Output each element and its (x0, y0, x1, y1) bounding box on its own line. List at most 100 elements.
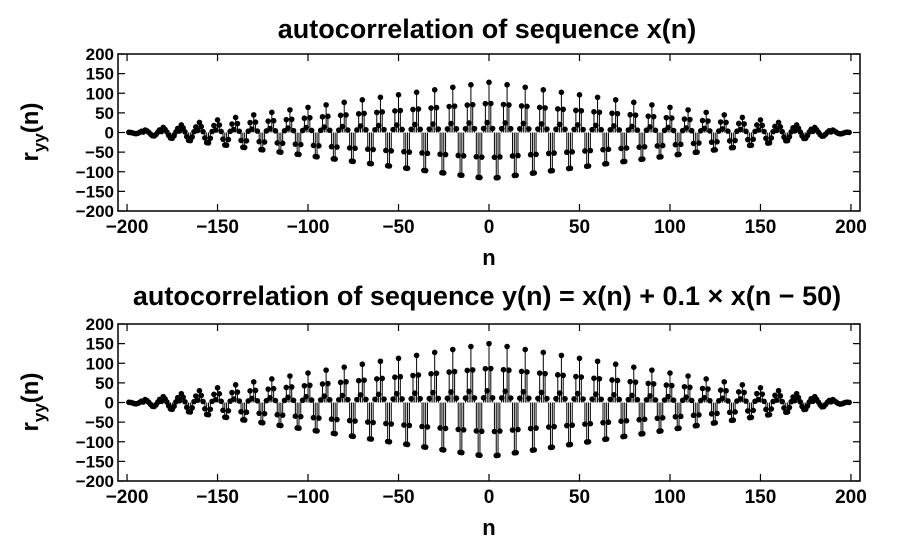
stem-marker (259, 420, 266, 426)
stem-point (459, 402, 465, 456)
stem-marker (663, 382, 670, 388)
stem-point (305, 370, 311, 403)
stem-point (319, 113, 326, 133)
stem-point (279, 402, 286, 418)
stem-marker (395, 92, 402, 98)
stem-point (243, 132, 250, 144)
stem-point (609, 110, 615, 133)
stem-point (410, 106, 416, 133)
stem-marker (777, 393, 784, 399)
stem-marker (243, 137, 250, 144)
stem-point (667, 370, 673, 403)
stem-marker (694, 422, 700, 429)
stem-marker (308, 127, 315, 134)
stem-point (424, 402, 431, 430)
stem-marker (772, 392, 778, 399)
stem-marker (272, 397, 279, 404)
stem-marker (623, 417, 630, 424)
y-tick-label: −50 (85, 413, 114, 432)
stem-point (478, 402, 485, 435)
stem-marker (319, 381, 326, 387)
x-tick-label: −100 (287, 217, 330, 238)
stem-point (518, 103, 525, 133)
stem-marker (471, 125, 478, 132)
stem-point (323, 102, 329, 133)
stem-marker (705, 118, 711, 124)
stem-marker (307, 382, 313, 389)
stem-point (522, 84, 528, 133)
stem-marker (748, 142, 755, 149)
stem-marker (337, 379, 344, 386)
stem-marker (544, 395, 550, 402)
stem-marker (269, 109, 275, 116)
stem-marker (377, 358, 384, 365)
stem-marker (573, 373, 579, 380)
stem-marker (641, 144, 648, 150)
x-tick-label: 0 (484, 487, 495, 508)
stem-marker (270, 117, 277, 124)
stem-point (345, 127, 351, 133)
stem-point (301, 382, 308, 403)
stem-marker (750, 407, 757, 414)
stem-marker (497, 154, 503, 160)
stem-marker (334, 416, 340, 423)
stem-marker (685, 107, 691, 113)
stem-marker (477, 174, 483, 181)
x-tick-label: −50 (382, 217, 414, 238)
y-tick-label: −150 (76, 182, 114, 201)
stem-point (554, 372, 561, 403)
stem-marker (229, 389, 235, 396)
stem-point (696, 402, 702, 418)
stem-marker (225, 407, 232, 414)
stem-marker (355, 111, 362, 117)
stem-point (225, 402, 232, 414)
stem-marker (667, 370, 673, 376)
stem-point (540, 349, 547, 403)
stem-marker (573, 107, 579, 114)
stem-point (699, 385, 706, 403)
stem-marker (634, 127, 641, 133)
stem-point (573, 373, 579, 403)
stem-marker (735, 389, 742, 395)
stem-marker (605, 419, 612, 426)
stem-marker (381, 396, 387, 402)
x-tick-label: 50 (569, 217, 590, 238)
stem-point (678, 402, 684, 420)
stem-point (518, 368, 525, 403)
stem-point (381, 126, 387, 133)
y-tick-label: 50 (95, 374, 114, 393)
stem-marker (345, 396, 351, 403)
stem-marker (283, 116, 290, 123)
stem-point (316, 402, 322, 421)
stem-point (562, 126, 568, 133)
stem-marker (250, 379, 257, 385)
stem-point (591, 109, 597, 133)
stem-marker (705, 386, 711, 392)
stem-point (641, 402, 648, 423)
stem-point (688, 397, 695, 404)
stem-marker (609, 377, 615, 383)
stem-point (598, 126, 605, 133)
stem-point (337, 379, 344, 403)
stem-point (417, 126, 424, 133)
stem-marker (211, 391, 217, 398)
stem-point (641, 132, 648, 150)
stem-point (316, 132, 322, 149)
stem-marker (469, 367, 476, 373)
stem-marker (504, 343, 510, 350)
stem-marker (478, 154, 485, 160)
stem-marker (540, 349, 547, 356)
panel-2-ylabel-sub: yy (30, 403, 49, 422)
stem-marker (678, 141, 684, 148)
stem-marker (580, 126, 586, 133)
stem-marker (279, 140, 286, 147)
stem-point (732, 132, 738, 144)
y-tick-label: 100 (86, 354, 114, 373)
stem-point (297, 132, 304, 148)
stem-point (334, 402, 340, 423)
stem-marker (379, 375, 386, 382)
stem-marker (486, 79, 492, 86)
stem-marker (578, 107, 585, 114)
stem-marker (640, 156, 646, 162)
stem-marker (645, 380, 652, 387)
